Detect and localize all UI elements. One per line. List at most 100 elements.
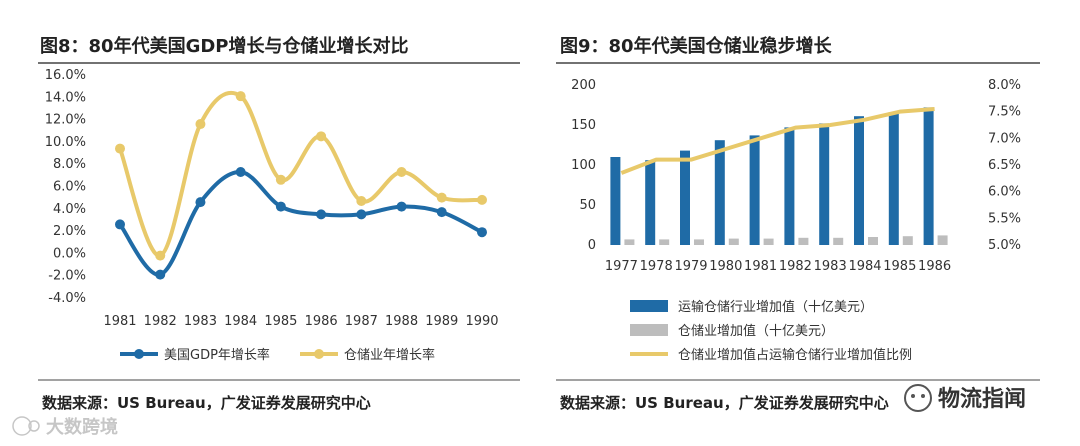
chart2-xtick-label: 1984: [848, 259, 881, 274]
chart2-bar-0: [714, 140, 725, 245]
chart1-ytick-label: 8.0%: [53, 157, 86, 172]
chart2-bar-1: [833, 237, 844, 245]
chart2-ytick-right-label: 6.0%: [988, 185, 1021, 200]
chart1-legend: 美国GDP年增长率 仓储业年增长率: [120, 347, 435, 363]
chart1-xtick-label: 1987: [345, 314, 378, 329]
chart2-legend-label: 仓储业增加值（十亿美元）: [678, 323, 834, 339]
chart1-point-0: [155, 269, 166, 280]
chart2-bar-0: [680, 150, 690, 245]
chart2-xtick-label: 1982: [779, 259, 812, 274]
chart1-ytick-label: 16.0%: [45, 68, 86, 83]
chart1-ytick-label: 0.0%: [53, 246, 86, 261]
chart1-point-0: [316, 209, 327, 220]
chart1-legend-marker: [134, 349, 144, 359]
chart2-ytick-left-label: 100: [571, 158, 596, 173]
chart1-ytick-label: 10.0%: [45, 135, 86, 150]
chart2-bar-1: [937, 235, 948, 245]
chart2-bar-1: [763, 238, 774, 245]
watermark-left-icon-ring: [28, 420, 40, 432]
watermark-right: 物流指闻: [904, 384, 1026, 412]
chart1-point-0: [275, 201, 286, 212]
chart1-xtick-label: 1988: [385, 314, 418, 329]
watermark-right-icon: [904, 384, 932, 412]
chart2-bar-0: [888, 112, 899, 245]
chart1-xtick-label: 1985: [264, 314, 297, 329]
chart1-point-1: [195, 119, 206, 130]
chart1-point-0: [396, 201, 407, 212]
chart2-ytick-right-label: 8.0%: [988, 78, 1021, 93]
chart2-ytick-left-label: 150: [571, 118, 596, 133]
chart2-xtick-label: 1986: [918, 259, 951, 274]
chart2-series-line: [620, 107, 935, 175]
chart2-bar-1: [728, 238, 739, 245]
chart2-bar-0: [749, 135, 760, 245]
watermark-left-icon: [12, 416, 32, 436]
chart1-point-1: [436, 192, 447, 203]
chart2-ytick-left-label: 0: [588, 238, 596, 253]
chart1-xtick-label: 1984: [224, 314, 257, 329]
chart2-bar-0: [645, 160, 656, 245]
chart1-point-0: [195, 197, 206, 208]
chart2-legend-swatch: [630, 324, 668, 336]
chart2-bar-0: [923, 107, 934, 246]
chart1-series-line-1: [118, 90, 483, 258]
chart2-legend-swatch: [630, 300, 668, 312]
chart1-xtick-label: 1989: [425, 314, 458, 329]
chart1-point-0: [477, 227, 487, 238]
chart2-ytick-left-label: 50: [579, 198, 596, 213]
chart1-plot: 16.0% 14.0% 12.0% 10.0% 8.0% 6.0% 4.0% 2.0% 0.0%…: [45, 68, 499, 329]
chart1-series-line-0: [118, 170, 483, 277]
chart1-source: 数据来源：US Bureau，广发证券发展研究中心: [42, 394, 371, 412]
watermark-left-text: 大数跨境: [46, 416, 118, 438]
chart2-bar-0: [819, 123, 830, 245]
chart2-legend-label: 仓储业增加值占运输仓储行业增加值比例: [678, 347, 912, 363]
chart2-xtick-label: 1983: [814, 259, 847, 274]
chart2-ytick-right-label: 7.0%: [988, 131, 1021, 146]
chart1-point-1: [477, 194, 487, 205]
chart2-xtick-label: 1985: [883, 259, 916, 274]
chart1-ytick-label: 4.0%: [53, 202, 86, 217]
chart2-title: 图9：80年代美国仓储业稳步增长: [560, 35, 833, 57]
chart1-ytick-label: 6.0%: [53, 180, 86, 195]
chart1-point-1: [235, 91, 246, 102]
chart1-point-0: [356, 209, 367, 220]
chart2-plot: 200 150 100 50 0 8.0% 7.5% 7.0% 6.5% 6.0% 5.5% 5.0%…: [571, 78, 1021, 274]
chart2-source: 数据来源：US Bureau，广发证券发展研究中心: [560, 394, 889, 412]
chart1-xtick-label: 1983: [184, 314, 217, 329]
chart2-xtick-label: 1978: [640, 259, 673, 274]
chart2-ytick-right-label: 5.0%: [988, 238, 1021, 253]
chart1-legend-marker: [314, 349, 324, 359]
chart2-bar-1: [624, 239, 635, 245]
chart1-point-1: [396, 167, 407, 178]
chart2-ytick-left-label: 200: [571, 78, 596, 93]
chart1-legend-label: 美国GDP年增长率: [164, 347, 270, 363]
chart1-ytick-label: 2.0%: [53, 224, 86, 239]
chart1-ytick-label: -2.0%: [48, 269, 86, 284]
chart1-point-0: [115, 219, 125, 230]
chart2-xtick-label: 1979: [674, 259, 707, 274]
chart1-point-1: [115, 143, 125, 154]
watermark-right-icon-eye-r: [921, 394, 925, 398]
chart2-legend-label: 运输仓储行业增加值（十亿美元）: [678, 299, 873, 315]
chart2-bar-1: [798, 237, 809, 245]
chart2-bar-0: [610, 157, 621, 245]
chart2-bar-1: [694, 239, 704, 245]
chart1-point-1: [275, 174, 286, 185]
chart1-point-1: [316, 131, 327, 142]
chart2-xtick-label: 1977: [605, 259, 638, 274]
chart1-legend-label: 仓储业年增长率: [344, 347, 435, 363]
chart2-ytick-right-label: 5.5%: [988, 211, 1021, 226]
chart2-bar-1: [868, 237, 878, 245]
chart1-xtick-label: 1982: [144, 314, 177, 329]
chart1-xtick-label: 1986: [305, 314, 338, 329]
chart2-legend: 运输仓储行业增加值（十亿美元） 仓储业增加值（十亿美元） 仓储业增加值占运输仓储行业…: [630, 299, 912, 363]
chart1-point-1: [155, 250, 166, 261]
chart2-xtick-label: 1980: [709, 259, 742, 274]
chart1-xtick-label: 1990: [465, 314, 498, 329]
chart2-bar-1: [902, 236, 913, 245]
chart2-bar-1: [659, 239, 670, 245]
chart1-ytick-label: 14.0%: [45, 90, 86, 105]
chart1-ytick-label: -4.0%: [48, 291, 86, 306]
chart2-ytick-right-label: 7.5%: [988, 105, 1021, 120]
